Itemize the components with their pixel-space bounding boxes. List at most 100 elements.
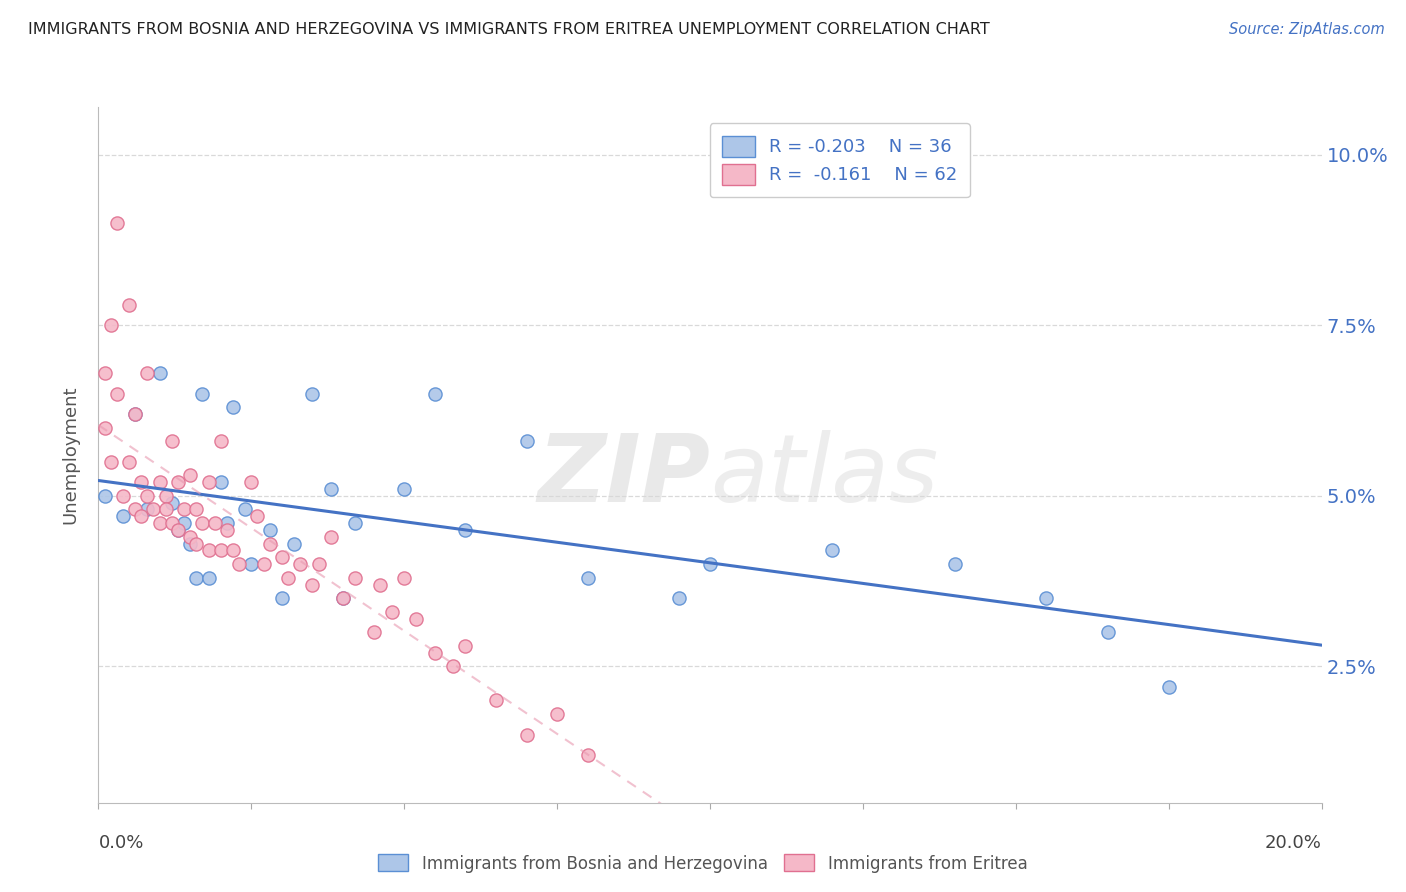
Point [259, 523, 281, 537]
Point [197, 543, 219, 558]
Point [699, 557, 721, 571]
Point [105, 216, 128, 230]
Point [197, 571, 219, 585]
Point [129, 509, 152, 524]
Point [1157, 680, 1180, 694]
Point [546, 707, 568, 722]
Point [277, 571, 299, 585]
Point [100, 318, 122, 333]
Point [100, 455, 122, 469]
Point [240, 475, 263, 490]
Point [209, 434, 232, 449]
Point [308, 557, 330, 571]
Point [111, 509, 134, 524]
Text: IMMIGRANTS FROM BOSNIA AND HERZEGOVINA VS IMMIGRANTS FROM ERITREA UNEMPLOYMENT C: IMMIGRANTS FROM BOSNIA AND HERZEGOVINA V… [28, 22, 990, 37]
Text: Source: ZipAtlas.com: Source: ZipAtlas.com [1229, 22, 1385, 37]
Point [149, 366, 172, 380]
Legend: R = -0.203    N = 36, R =  -0.161    N = 62: R = -0.203 N = 36, R = -0.161 N = 62 [710, 123, 970, 197]
Point [173, 502, 195, 516]
Legend: Immigrants from Bosnia and Herzegovina, Immigrants from Eritrea: Immigrants from Bosnia and Herzegovina, … [371, 847, 1035, 880]
Point [252, 557, 274, 571]
Point [392, 571, 416, 585]
Point [136, 502, 159, 516]
Point [142, 502, 165, 516]
Point [160, 434, 183, 449]
Point [186, 536, 208, 550]
Point [93, 366, 115, 380]
Point [167, 475, 190, 490]
Point [516, 728, 538, 742]
Point [246, 509, 269, 524]
Point [124, 502, 146, 516]
Point [179, 468, 201, 483]
Point [129, 475, 152, 490]
Point [821, 543, 844, 558]
Point [209, 475, 232, 490]
Point [270, 550, 292, 565]
Point [344, 516, 367, 530]
Point [167, 523, 190, 537]
Point [186, 502, 208, 516]
Point [160, 496, 183, 510]
Point [118, 455, 141, 469]
Point [240, 557, 263, 571]
Point [441, 659, 464, 673]
Point [111, 489, 134, 503]
Text: 20.0%: 20.0% [1265, 834, 1322, 852]
Point [197, 475, 219, 490]
Point [215, 516, 238, 530]
Point [136, 489, 159, 503]
Point [344, 571, 367, 585]
Point [149, 516, 172, 530]
Point [423, 646, 446, 660]
Point [1097, 625, 1119, 640]
Point [454, 639, 477, 653]
Text: ZIP: ZIP [537, 430, 710, 522]
Point [155, 502, 177, 516]
Point [332, 591, 354, 606]
Point [118, 298, 141, 312]
Point [93, 420, 115, 434]
Point [943, 557, 966, 571]
Point [124, 407, 146, 421]
Point [301, 577, 323, 591]
Point [222, 400, 245, 414]
Point [283, 536, 305, 550]
Point [173, 516, 195, 530]
Point [215, 523, 238, 537]
Point [179, 536, 201, 550]
Point [363, 625, 385, 640]
Point [290, 557, 312, 571]
Point [160, 516, 183, 530]
Point [155, 489, 177, 503]
Point [222, 543, 245, 558]
Point [516, 434, 538, 449]
Point [149, 475, 172, 490]
Point [319, 530, 342, 544]
Point [392, 482, 416, 496]
Point [454, 523, 477, 537]
Point [233, 502, 256, 516]
Point [105, 386, 128, 401]
Y-axis label: Unemployment: Unemployment [62, 385, 80, 524]
Point [228, 557, 250, 571]
Point [167, 523, 190, 537]
Point [319, 482, 342, 496]
Point [485, 693, 508, 707]
Text: 0.0%: 0.0% [98, 834, 143, 852]
Point [301, 386, 323, 401]
Point [405, 612, 427, 626]
Point [136, 366, 159, 380]
Point [576, 571, 599, 585]
Point [204, 516, 226, 530]
Point [93, 489, 115, 503]
Point [668, 591, 690, 606]
Point [259, 536, 281, 550]
Point [124, 407, 146, 421]
Point [1035, 591, 1057, 606]
Point [381, 605, 404, 619]
Point [270, 591, 292, 606]
Point [191, 516, 214, 530]
Point [191, 386, 214, 401]
Point [576, 747, 599, 762]
